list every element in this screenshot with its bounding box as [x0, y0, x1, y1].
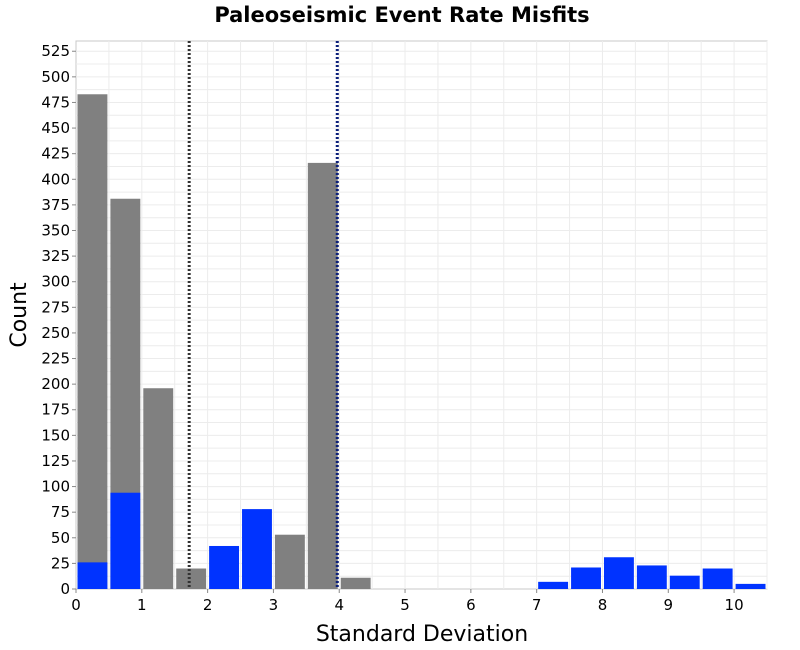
y-tick-label-300: 300	[41, 273, 70, 291]
axis-ticks: 0 1 2 3 4 5 6 7 8 9 100255075100125150175200225250…	[41, 42, 743, 614]
x-tick-label-6: 6	[466, 596, 476, 614]
bar-series-0-bin-4	[274, 534, 305, 589]
bar-series-1-bin-5	[571, 567, 601, 589]
x-tick-label-3: 3	[269, 596, 279, 614]
bar-series-1-bin-9	[702, 568, 733, 589]
x-axis-label: Standard Deviation	[316, 622, 528, 647]
y-tick-label-450: 450	[41, 119, 70, 137]
y-tick-label-500: 500	[41, 68, 70, 86]
x-tick-label-4: 4	[334, 596, 344, 614]
y-tick-label-525: 525	[41, 42, 70, 60]
x-tick-label-8: 8	[598, 596, 608, 614]
bar-series-1-bin-8	[669, 575, 700, 589]
y-tick-label-200: 200	[41, 375, 70, 393]
x-tick-label-0: 0	[71, 596, 81, 614]
bar-series-1-bin-3	[242, 509, 272, 589]
y-tick-label-25: 25	[51, 554, 70, 572]
y-tick-label-250: 250	[41, 324, 70, 342]
y-tick-label-75: 75	[51, 503, 70, 521]
bar-series-1-bin-7	[636, 565, 667, 589]
bar-series-1-bin-10	[735, 583, 766, 589]
x-tick-label-5: 5	[400, 596, 410, 614]
y-tick-label-325: 325	[41, 247, 70, 265]
y-tick-label-175: 175	[41, 401, 70, 419]
y-tick-label-400: 400	[41, 170, 70, 188]
y-axis-label: Count	[7, 282, 32, 348]
y-tick-label-125: 125	[41, 452, 70, 470]
bar-series-1-bin-0	[77, 562, 108, 589]
reference-lines	[187, 41, 339, 589]
x-tick-label-2: 2	[203, 596, 213, 614]
chart-title: Paleoseismic Event Rate Misfits	[214, 3, 589, 27]
histogram-bars	[77, 94, 766, 589]
bar-series-0-bin-5	[307, 162, 338, 589]
bar-series-1-bin-1	[110, 492, 141, 589]
bar-series-0-bin-0	[77, 94, 108, 589]
bar-series-1-bin-4	[538, 581, 569, 589]
x-tick-label-9: 9	[664, 596, 674, 614]
bar-series-0-bin-2	[143, 388, 174, 589]
bar-series-0-bin-3	[176, 568, 207, 589]
y-tick-label-225: 225	[41, 350, 70, 368]
x-tick-label-10: 10	[725, 596, 744, 614]
y-tick-label-50: 50	[51, 529, 70, 547]
y-tick-label-150: 150	[41, 426, 70, 444]
bar-series-0-bin-6	[340, 577, 371, 589]
y-tick-label-375: 375	[41, 196, 70, 214]
x-tick-label-1: 1	[137, 596, 147, 614]
y-tick-label-275: 275	[41, 298, 70, 316]
x-tick-label-7: 7	[532, 596, 542, 614]
y-tick-label-425: 425	[41, 145, 70, 163]
plot-area	[75, 40, 768, 590]
y-tick-label-100: 100	[41, 478, 70, 496]
bar-series-1-bin-2	[209, 545, 240, 589]
y-tick-label-475: 475	[41, 93, 70, 111]
grid-lines	[76, 41, 768, 589]
y-tick-label-0: 0	[60, 580, 70, 598]
y-tick-label-350: 350	[41, 221, 70, 239]
bar-series-1-bin-6	[603, 557, 634, 589]
